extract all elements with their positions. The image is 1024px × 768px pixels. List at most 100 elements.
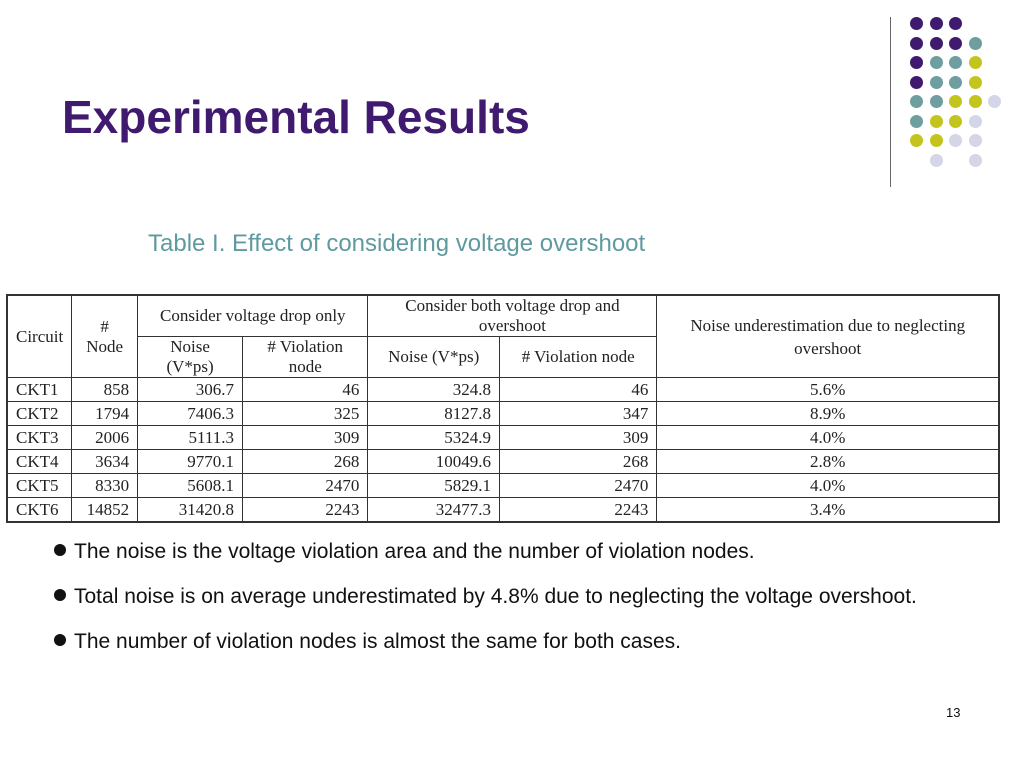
- decorative-dot: [968, 75, 982, 89]
- header-violation-drop: # Violation node: [242, 336, 369, 378]
- cell-noise-drop: 9770.1: [137, 449, 244, 474]
- table-row: CKT4 3634 9770.1 268 10049.6 268 2.8%: [6, 449, 1000, 474]
- cell-violation-drop: 2470: [242, 473, 369, 498]
- decorative-dot: [929, 134, 943, 147]
- decorative-dot: [949, 17, 962, 30]
- decorative-dot: [968, 36, 982, 50]
- cell-node: 3634: [71, 449, 139, 474]
- table-row: CKT2 1794 7406.3 325 8127.8 347 8.9%: [6, 401, 1000, 426]
- cell-circuit: CKT1: [6, 377, 73, 402]
- decorative-dot: [929, 36, 943, 50]
- decorative-dot: [949, 114, 962, 128]
- cell-noise-both: 5829.1: [367, 473, 500, 498]
- bullet-dot-icon: [54, 589, 66, 601]
- results-table: Circuit # Node Consider voltage drop onl…: [6, 294, 1000, 523]
- table-row: CKT3 2006 5111.3 309 5324.9 309 4.0%: [6, 425, 1000, 450]
- header-noise-both: Noise (V*ps): [367, 336, 500, 378]
- cell-noise-both: 10049.6: [367, 449, 500, 474]
- header-underestimation: Noise underestimation due to neglecting …: [656, 294, 1000, 378]
- decorative-dot: [910, 56, 923, 69]
- decorative-dot: [949, 75, 962, 89]
- table-subheader-row: Noise (V*ps) # Violation node Noise (V*p…: [7, 336, 999, 378]
- cell-noise-both: 32477.3: [367, 497, 500, 523]
- bullet-item: The noise is the voltage violation area …: [54, 536, 934, 567]
- cell-noise-drop: 5111.3: [137, 425, 244, 450]
- cell-violation-drop: 325: [242, 401, 369, 426]
- cell-underestimation: 8.9%: [656, 401, 1000, 426]
- decorative-dot: [968, 153, 982, 167]
- bullet-dot-icon: [54, 544, 66, 556]
- cell-underestimation: 4.0%: [656, 473, 1000, 498]
- bullet-list: The noise is the voltage violation area …: [54, 536, 934, 671]
- cell-noise-drop: 306.7: [137, 377, 244, 402]
- decorative-dot: [968, 56, 982, 69]
- decorative-dot: [949, 95, 962, 108]
- cell-violation-both: 268: [498, 449, 658, 474]
- header-circuit: Circuit: [6, 294, 73, 378]
- cell-node: 14852: [71, 497, 139, 523]
- cell-noise-drop: 7406.3: [137, 401, 244, 426]
- cell-node: 858: [71, 377, 139, 402]
- decorative-dot: [949, 56, 962, 69]
- decorative-dot: [968, 95, 982, 108]
- header-node: # Node: [71, 294, 139, 378]
- bullet-item: The number of violation nodes is almost …: [54, 626, 934, 657]
- decorative-dot: [929, 17, 943, 30]
- header-violation-both: # Violation node: [498, 336, 658, 378]
- cell-underestimation: 5.6%: [656, 377, 1000, 402]
- decorative-dot: [929, 56, 943, 69]
- table-row: CKT5 8330 5608.1 2470 5829.1 2470 4.0%: [6, 473, 1000, 498]
- decorative-dot: [949, 134, 962, 147]
- decorative-dot: [968, 114, 982, 128]
- bullet-dot-icon: [54, 634, 66, 646]
- table-header-row: Circuit # Node Consider voltage drop onl…: [6, 294, 1000, 378]
- decorative-dot: [949, 36, 962, 50]
- header-noise-drop: Noise (V*ps): [137, 336, 244, 378]
- cell-node: 1794: [71, 401, 139, 426]
- cell-circuit: CKT3: [6, 425, 73, 450]
- bullet-item: Total noise is on average underestimated…: [54, 581, 934, 612]
- decorative-dot: [929, 95, 943, 108]
- cell-node: 2006: [71, 425, 139, 450]
- decorative-dot: [968, 134, 982, 147]
- decorative-dot: [910, 95, 923, 108]
- divider-line: [890, 17, 891, 187]
- cell-circuit: CKT6: [6, 497, 73, 523]
- decorative-dot-grid: [910, 17, 1001, 167]
- decorative-dot: [910, 134, 923, 147]
- cell-violation-both: 2243: [498, 497, 658, 523]
- decorative-dot: [988, 95, 1001, 108]
- bullet-text: The noise is the voltage violation area …: [74, 540, 755, 563]
- cell-violation-drop: 309: [242, 425, 369, 450]
- cell-violation-both: 2470: [498, 473, 658, 498]
- cell-underestimation: 4.0%: [656, 425, 1000, 450]
- cell-circuit: CKT2: [6, 401, 73, 426]
- cell-noise-both: 324.8: [367, 377, 500, 402]
- slide-title: Experimental Results: [62, 91, 530, 143]
- decorative-dot: [929, 75, 943, 89]
- cell-noise-drop: 5608.1: [137, 473, 244, 498]
- decorative-dot: [910, 75, 923, 89]
- cell-underestimation: 3.4%: [656, 497, 1000, 523]
- bullet-text: The number of violation nodes is almost …: [74, 630, 681, 653]
- table-row: CKT1 858 306.7 46 324.8 46 5.6%: [6, 377, 1000, 402]
- decorative-dot: [929, 114, 943, 128]
- cell-circuit: CKT4: [6, 449, 73, 474]
- cell-violation-both: 309: [498, 425, 658, 450]
- page-number: 13: [946, 705, 961, 720]
- cell-noise-both: 5324.9: [367, 425, 500, 450]
- decorative-dot: [910, 36, 923, 50]
- header-group-drop-only: Consider voltage drop only: [137, 294, 369, 337]
- table-caption: Table I. Effect of considering voltage o…: [148, 230, 646, 257]
- cell-violation-drop: 2243: [242, 497, 369, 523]
- table-body: CKT1 858 306.7 46 324.8 46 5.6% CKT2 1794 7406.3 3…: [6, 377, 1000, 523]
- cell-violation-both: 347: [498, 401, 658, 426]
- cell-underestimation: 2.8%: [656, 449, 1000, 474]
- table-row: CKT6 14852 31420.8 2243 32477.3 2243 3.4%: [6, 497, 1000, 523]
- header-group-both: Consider both voltage drop and overshoot: [367, 294, 658, 337]
- cell-node: 8330: [71, 473, 139, 498]
- cell-circuit: CKT5: [6, 473, 73, 498]
- cell-violation-both: 46: [498, 377, 658, 402]
- cell-violation-drop: 46: [242, 377, 369, 402]
- cell-noise-both: 8127.8: [367, 401, 500, 426]
